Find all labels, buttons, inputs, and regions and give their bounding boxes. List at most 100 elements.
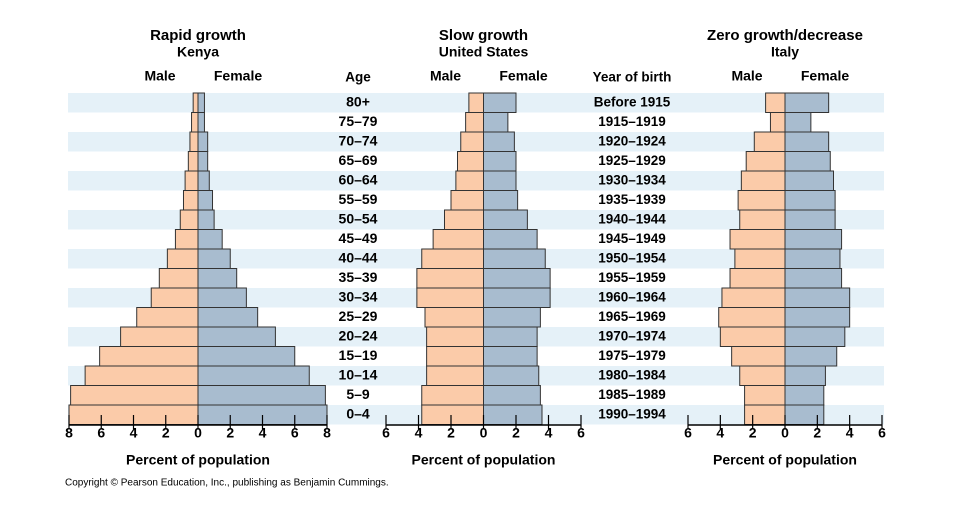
bar [483, 151, 517, 172]
chart-subtitle: Kenya [177, 44, 219, 60]
x-tick-label: 2 [512, 425, 520, 441]
bar [784, 385, 825, 406]
age-label: 55–59 [339, 191, 378, 207]
birth-year-label: 1955–1959 [598, 270, 666, 285]
bar [483, 385, 541, 406]
bar [784, 248, 841, 269]
bar [197, 326, 276, 347]
birth-year-label: 1980–1984 [598, 367, 666, 382]
bar [166, 248, 199, 269]
x-tick-label: 4 [716, 425, 724, 441]
bar [460, 131, 484, 152]
legend-label: Male [430, 68, 461, 84]
age-label: 0–4 [346, 405, 370, 421]
bar [784, 92, 830, 113]
bar [744, 385, 786, 406]
birth-year-label: 1930–1934 [598, 172, 666, 187]
bar [739, 209, 786, 230]
bar [784, 404, 825, 425]
age-label: 45–49 [339, 230, 378, 246]
x-axis-label: Percent of population [412, 452, 556, 468]
x-tick-label: 8 [65, 425, 73, 441]
birth-year-label: 1925–1929 [598, 153, 666, 168]
bar [784, 365, 826, 386]
bar [444, 209, 484, 230]
bar [197, 268, 238, 289]
bar [197, 287, 247, 308]
bar [421, 404, 484, 425]
bar [784, 287, 851, 308]
bar [784, 170, 834, 191]
chart-subtitle: Italy [771, 44, 799, 60]
bar [784, 268, 843, 289]
bar [483, 170, 517, 191]
bar [455, 170, 484, 191]
birth-year-label: 1975–1979 [598, 348, 666, 363]
bar [753, 131, 786, 152]
bar [465, 112, 484, 133]
bar [426, 346, 484, 367]
birth-year-label: 1960–1964 [598, 289, 666, 304]
bar [158, 268, 199, 289]
bar [416, 287, 484, 308]
age-label: 80+ [346, 93, 370, 109]
bar [784, 190, 836, 211]
legend-label: Male [144, 68, 175, 84]
x-tick-label: 4 [259, 425, 267, 441]
bar [197, 385, 326, 406]
legend-label: Male [731, 68, 762, 84]
birth-year-label: 1920–1924 [598, 133, 666, 148]
x-axis-label: Percent of population [713, 452, 857, 468]
bar [744, 404, 786, 425]
legend-label: Female [214, 68, 262, 84]
x-tick-label: 6 [577, 425, 585, 441]
birth-year-label: 1985–1989 [598, 387, 666, 402]
x-tick-label: 4 [846, 425, 854, 441]
bar [150, 287, 199, 308]
bar [784, 151, 831, 172]
bar [197, 307, 259, 328]
bar [179, 209, 199, 230]
bar [784, 131, 830, 152]
bar [197, 170, 210, 191]
bar [765, 92, 786, 113]
category-header: Age [345, 70, 371, 85]
bar [70, 385, 199, 406]
bar [197, 209, 215, 230]
bar [182, 190, 199, 211]
x-tick-label: 4 [130, 425, 138, 441]
bar [719, 326, 786, 347]
bar [197, 131, 209, 152]
bar [174, 229, 199, 250]
bar [731, 346, 786, 367]
x-tick-label: 6 [97, 425, 105, 441]
bar [197, 112, 205, 133]
birth-year-label: 1990–1994 [598, 406, 666, 421]
bar [483, 307, 541, 328]
bar [189, 131, 199, 152]
bar [729, 268, 786, 289]
age-label: 15–19 [339, 347, 378, 363]
bar [483, 365, 540, 386]
legend-label: Female [801, 68, 849, 84]
bar [784, 209, 836, 230]
bar [197, 365, 310, 386]
bar [769, 112, 786, 133]
bar [416, 268, 484, 289]
x-tick-label: 8 [323, 425, 331, 441]
x-tick-label: 2 [162, 425, 170, 441]
bar [197, 248, 231, 269]
bar [483, 248, 546, 269]
age-label: 10–14 [339, 366, 378, 382]
bar [740, 170, 786, 191]
chart-title: Slow growth [439, 27, 528, 44]
x-axis-label: Percent of population [126, 452, 270, 468]
x-tick-label: 4 [545, 425, 553, 441]
bar [483, 229, 538, 250]
birth-year-header: Year of birth [593, 70, 672, 85]
birth-year-label: 1945–1949 [598, 231, 666, 246]
bar [197, 229, 223, 250]
birth-year-label: 1965–1969 [598, 309, 666, 324]
bar [187, 151, 199, 172]
x-tick-label: 2 [447, 425, 455, 441]
